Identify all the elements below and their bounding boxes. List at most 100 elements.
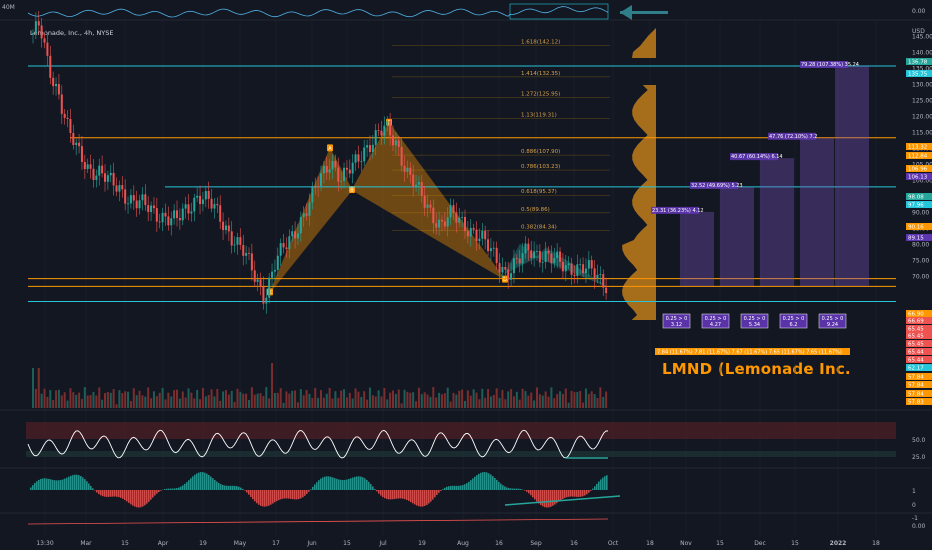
- macd-bar: [44, 478, 46, 490]
- volume-bar: [325, 393, 328, 408]
- macd-bar: [70, 475, 72, 490]
- candle-body: [282, 243, 285, 248]
- macd-bar: [74, 474, 76, 490]
- volume-bar: [173, 390, 176, 408]
- volume-bar: [550, 387, 553, 408]
- risk-ratio: 0.25 > 0: [744, 316, 766, 322]
- pattern-point-label: A: [328, 146, 332, 152]
- rsi-oversold-zone: [26, 451, 896, 457]
- candle-body: [118, 185, 121, 192]
- macd-bar: [484, 472, 486, 490]
- volume-bar: [518, 399, 521, 408]
- price-label-bg: [906, 310, 932, 317]
- candle-body: [187, 204, 190, 214]
- candle-body: [80, 146, 83, 162]
- volume-bar: [282, 402, 285, 408]
- volume-bar: [57, 389, 60, 408]
- volume-bar: [559, 391, 562, 408]
- time-tick: 16: [495, 540, 503, 547]
- volume-bar: [98, 387, 101, 408]
- macd-bar: [108, 490, 110, 497]
- macd-bar: [198, 472, 200, 490]
- volume-bar: [34, 388, 37, 408]
- volume-bar: [368, 387, 371, 408]
- macd-bar: [226, 485, 228, 490]
- volume-bar: [181, 391, 184, 408]
- harmonic-xab: [269, 147, 353, 293]
- macd-bar: [514, 488, 516, 490]
- macd-bar: [526, 490, 528, 492]
- candle-body: [129, 195, 132, 204]
- candle-body: [547, 250, 550, 254]
- macd-bar: [148, 490, 150, 502]
- candle-body: [181, 208, 184, 221]
- volume-bar: [443, 393, 446, 408]
- volume-bar: [536, 387, 538, 408]
- macd-bar: [594, 486, 596, 490]
- volume-bar: [178, 398, 181, 408]
- volume-bar: [521, 388, 524, 408]
- risk-box: [779, 313, 808, 329]
- price-label: 66.90: [908, 312, 924, 318]
- volume-bar: [288, 393, 291, 408]
- volume-bar: [412, 392, 415, 408]
- price-label: 62.17: [908, 366, 924, 372]
- macd-bar: [168, 488, 170, 490]
- candle-body: [530, 250, 533, 258]
- candle-body: [515, 258, 518, 260]
- macd-bar: [134, 490, 136, 507]
- candle-body: [207, 191, 210, 199]
- rsi-line: [27, 429, 609, 459]
- macd-bar: [238, 486, 240, 490]
- macd-bar: [156, 490, 158, 494]
- macd-bar: [254, 490, 256, 502]
- volume-bar: [86, 395, 89, 408]
- macd-bar: [424, 490, 426, 506]
- horizontal-levels: [28, 65, 896, 302]
- time-tick: May: [234, 540, 247, 547]
- price-label-bg: [906, 381, 932, 388]
- macd-bar: [358, 476, 360, 490]
- fib-label: 1.272(125.95): [521, 91, 560, 97]
- risk-reward: 4.27: [710, 322, 721, 328]
- macd-bar: [430, 490, 432, 502]
- volume-bar: [435, 397, 438, 408]
- macd-bar: [344, 479, 346, 490]
- volume-bar: [106, 391, 109, 408]
- candle-body: [449, 205, 452, 218]
- macd-bar: [82, 477, 84, 490]
- price-label-bg: [906, 152, 932, 159]
- volume-bar: [484, 397, 487, 408]
- target-boxes: 23.31 (36.23%) 4.12 32.52 (49.69%) 5.23 40…: [651, 61, 869, 356]
- candle-body: [550, 253, 553, 264]
- fib-label: 0.886(107.90): [521, 149, 560, 155]
- macd-bar: [194, 474, 196, 490]
- time-axis[interactable]: 13:30 Mar 15 Apr 19 May 17 Jun 15 Jul 19 Aug 16 Sep 16…: [36, 540, 880, 547]
- macd-bar: [102, 490, 104, 497]
- candles: [32, 10, 608, 314]
- macd-bar: [86, 481, 88, 490]
- macd-bar: [338, 479, 340, 490]
- candle-body: [553, 258, 556, 264]
- macd-bar: [440, 490, 442, 491]
- pattern-point-label: B: [350, 188, 354, 194]
- price-label-bg: [906, 364, 932, 371]
- macd-bar: [314, 484, 316, 490]
- candle-body: [104, 173, 106, 182]
- macd-bar: [584, 490, 586, 496]
- candle-body: [325, 165, 328, 173]
- candle-body: [579, 264, 582, 266]
- volume-bar: [426, 394, 429, 408]
- volume-bar: [582, 402, 585, 408]
- candle-body: [512, 258, 515, 274]
- candle-body: [138, 200, 141, 209]
- volume-bar: [538, 394, 541, 408]
- macd-bar: [524, 490, 526, 491]
- candle-body: [533, 251, 536, 258]
- macd-bar: [232, 485, 234, 490]
- time-tick: Aug: [457, 540, 469, 547]
- volume-bar: [314, 387, 317, 408]
- macd-bar: [406, 490, 408, 500]
